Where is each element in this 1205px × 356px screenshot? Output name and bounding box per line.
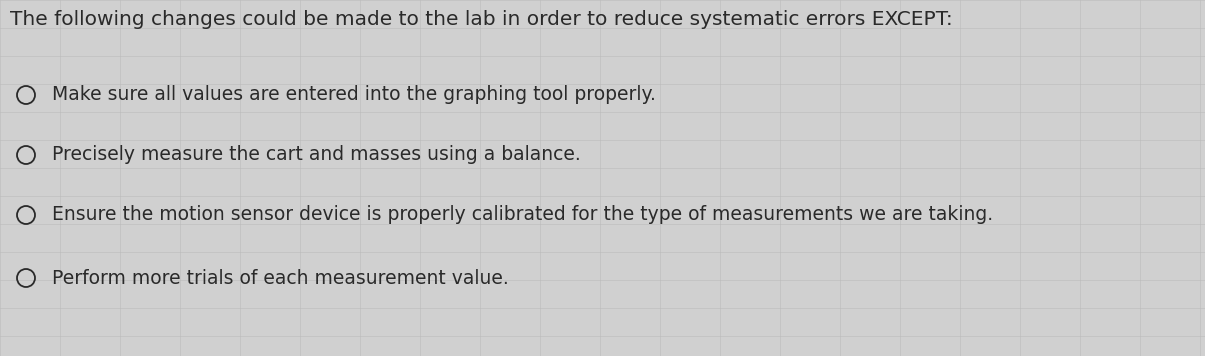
Text: The following changes could be made to the lab in order to reduce systematic err: The following changes could be made to t… [10, 10, 953, 29]
Text: Precisely measure the cart and masses using a balance.: Precisely measure the cart and masses us… [52, 146, 581, 164]
Text: Ensure the motion sensor device is properly calibrated for the type of measureme: Ensure the motion sensor device is prope… [52, 205, 993, 225]
Text: Perform more trials of each measurement value.: Perform more trials of each measurement … [52, 268, 509, 288]
Text: Make sure all values are entered into the graphing tool properly.: Make sure all values are entered into th… [52, 85, 656, 105]
